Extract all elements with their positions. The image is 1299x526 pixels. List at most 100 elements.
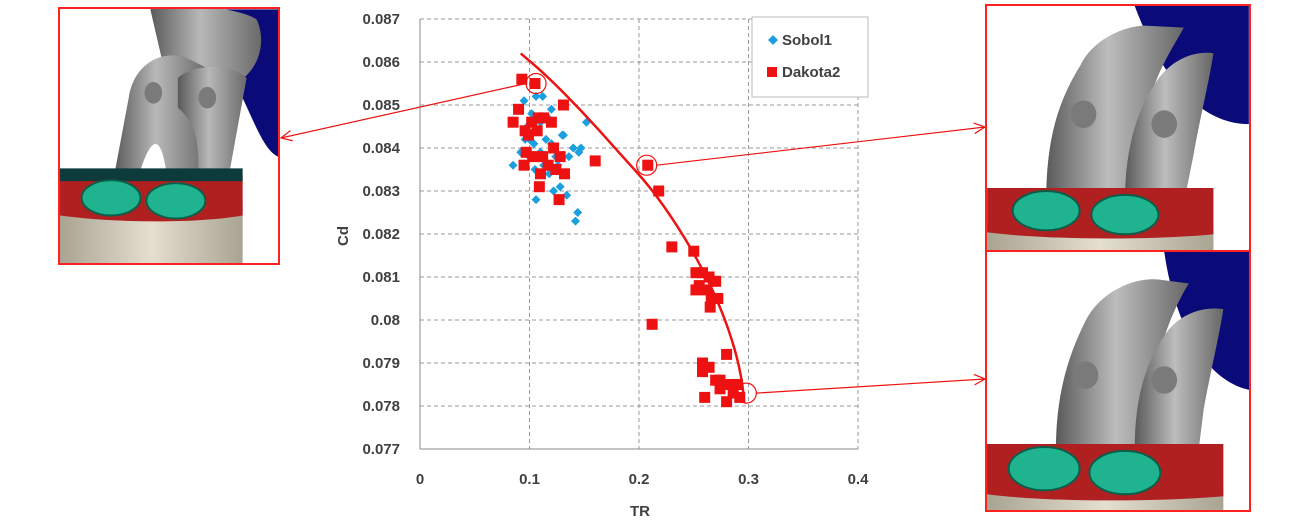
data-point-dakota2 — [529, 78, 541, 89]
data-point-dakota2 — [533, 181, 545, 193]
data-point-sobol1 — [531, 91, 541, 101]
data-point-dakota2 — [527, 151, 539, 163]
design-image-right-bottom — [985, 250, 1251, 512]
y-axis-title: Cd — [335, 226, 352, 246]
data-point-dakota2 — [734, 391, 746, 403]
data-point-dakota2 — [721, 348, 733, 360]
data-point-dakota2 — [705, 293, 717, 304]
data-point-sobol1 — [519, 96, 529, 106]
callout-line — [280, 82, 527, 139]
callout-arrowhead — [279, 130, 293, 142]
data-point-dakota2 — [545, 116, 557, 128]
data-point-dakota2 — [701, 284, 713, 296]
port-geometry-render — [987, 6, 1249, 250]
data-point-dakota2 — [520, 146, 532, 158]
x-axis-title: TR — [630, 503, 650, 520]
data-point-dakota2 — [714, 374, 726, 386]
data-point-dakota2 — [550, 164, 562, 175]
data-point-dakota2 — [699, 391, 711, 403]
data-point-dakota2 — [704, 301, 716, 313]
y-tick-labels: 0.077 0.078 0.079 0.08 0.081 0.082 0.083 0.084 0… — [362, 11, 400, 458]
y-tick-label: 0.084 — [362, 140, 400, 157]
data-point-sobol1 — [568, 143, 578, 153]
data-point-dakota2 — [732, 379, 744, 390]
data-point-dakota2 — [653, 185, 665, 197]
design-image-right-top — [985, 4, 1251, 252]
pareto-front — [519, 52, 746, 402]
data-point-sobol1 — [531, 195, 541, 205]
series-dakota2 — [507, 73, 746, 408]
data-point-dakota2 — [697, 267, 709, 279]
data-point-dakota2 — [710, 275, 722, 287]
port-geometry-render — [987, 252, 1249, 510]
data-point-sobol1 — [564, 152, 574, 162]
data-point-dakota2 — [554, 151, 566, 163]
data-point-dakota2 — [518, 159, 530, 171]
y-tick-label: 0.086 — [362, 54, 400, 71]
data-point-dakota2 — [522, 129, 534, 141]
y-tick-label: 0.081 — [362, 269, 400, 286]
data-point-sobol1 — [570, 216, 580, 226]
legend-item-sobol1: Sobol1 — [768, 32, 832, 49]
data-point-dakota2 — [642, 159, 654, 171]
legend-label-dakota2: Dakota2 — [782, 64, 840, 81]
data-point-dakota2 — [646, 318, 658, 330]
data-point-dakota2 — [542, 159, 554, 171]
data-point-dakota2 — [513, 103, 525, 115]
callout-line — [756, 378, 986, 394]
data-point-sobol1 — [538, 91, 548, 101]
y-tick-label: 0.085 — [362, 97, 400, 114]
y-tick-label: 0.087 — [362, 11, 400, 28]
callout-line — [656, 126, 986, 166]
data-point-dakota2 — [537, 151, 549, 163]
data-point-dakota2 — [666, 241, 678, 253]
data-point-sobol1 — [555, 182, 565, 192]
y-tick-label: 0.078 — [362, 398, 400, 415]
data-point-dakota2 — [714, 383, 726, 395]
legend-item-dakota2: Dakota2 — [767, 64, 840, 81]
data-point-dakota2 — [723, 379, 735, 390]
legend-box — [751, 16, 869, 98]
y-tick-label: 0.08 — [371, 312, 400, 329]
data-point-dakota2 — [703, 271, 715, 283]
x-tick-label: 0.2 — [629, 471, 650, 488]
data-point-dakota2 — [712, 293, 724, 304]
data-point-dakota2 — [526, 116, 538, 128]
data-point-dakota2 — [703, 361, 715, 373]
data-point-dakota2 — [589, 155, 601, 167]
data-point-dakota2 — [697, 366, 709, 378]
data-point-dakota2 — [690, 284, 702, 296]
axes — [419, 19, 858, 450]
data-point-dakota2 — [534, 168, 546, 180]
data-point-sobol1 — [576, 143, 586, 153]
data-point-dakota2 — [553, 194, 565, 206]
data-point-dakota2 — [531, 125, 543, 137]
data-point-dakota2 — [559, 168, 571, 180]
y-tick-label: 0.083 — [362, 183, 400, 200]
data-point-dakota2 — [690, 267, 702, 279]
y-tick-label: 0.079 — [362, 355, 400, 372]
legend-marker-sobol1 — [768, 35, 778, 45]
data-point-sobol1 — [558, 130, 568, 140]
legend: Sobol1 Dakota2 — [751, 16, 869, 98]
data-series — [507, 73, 746, 408]
data-point-sobol1 — [546, 104, 556, 114]
x-tick-label: 0.4 — [848, 471, 870, 488]
y-tick-label: 0.077 — [362, 441, 400, 458]
data-point-sobol1 — [573, 208, 583, 217]
pareto-curve — [519, 52, 746, 402]
x-tick-label: 0.3 — [738, 471, 759, 488]
y-tick-label: 0.082 — [362, 226, 400, 243]
x-tick-label: 0 — [416, 471, 424, 488]
data-point-sobol1 — [541, 134, 551, 144]
data-point-dakota2 — [557, 99, 569, 111]
design-image-left — [58, 7, 280, 265]
data-point-dakota2 — [516, 73, 528, 85]
data-point-dakota2 — [548, 142, 560, 154]
data-point-dakota2 — [538, 112, 550, 124]
data-point-dakota2 — [721, 396, 733, 408]
legend-label-sobol1: Sobol1 — [782, 32, 832, 49]
data-point-sobol1 — [508, 160, 518, 170]
x-tick-label: 0.1 — [519, 471, 540, 488]
